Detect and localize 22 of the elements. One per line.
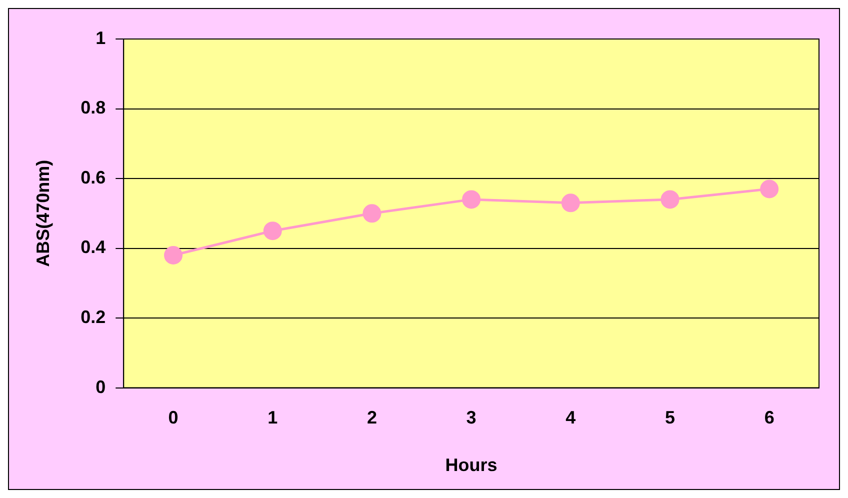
x-tick-label: 5 [664,408,675,428]
point [164,246,183,265]
x-tick-label: 1 [268,408,278,428]
y-tick-label: 0.4 [80,237,106,258]
x-tick-label: 2 [366,408,377,428]
y-tick-label: 0.2 [80,307,106,328]
point [263,222,282,240]
x-tick-label: 0 [168,408,178,428]
y-tick-label: 0.8 [80,98,106,118]
y-tick-label: 0 [96,376,106,397]
y-tick-label: 1 [96,28,106,48]
y-axis-title: ABS(470nm) [32,160,53,267]
point [462,190,481,209]
x-tick-label: 3 [466,408,476,428]
y-tick-label: 0.6 [80,167,106,188]
point [561,194,580,212]
x-tick-label: 4 [566,408,576,428]
x-axis-title: Hours [445,455,498,476]
point [660,190,680,209]
x-tick-label: 6 [764,408,774,428]
point [760,180,779,198]
point [362,204,382,223]
